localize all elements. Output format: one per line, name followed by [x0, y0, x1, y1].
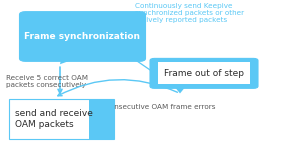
FancyBboxPatch shape	[9, 99, 114, 139]
Text: Frame out of step: Frame out of step	[164, 69, 244, 78]
FancyBboxPatch shape	[20, 12, 146, 61]
FancyBboxPatch shape	[150, 58, 258, 88]
Text: send and receive
OAM packets: send and receive OAM packets	[15, 109, 93, 129]
Text: Continuously send Keepive
synchronized packets or other
actively reported packet: Continuously send Keepive synchronized p…	[135, 3, 244, 23]
Polygon shape	[174, 86, 186, 93]
Text: Receive 5 correct OAM
packets consecutively: Receive 5 correct OAM packets consecutiv…	[6, 75, 88, 88]
FancyBboxPatch shape	[89, 99, 114, 139]
FancyBboxPatch shape	[158, 62, 250, 84]
Polygon shape	[60, 58, 76, 64]
Text: 3 consecutive OAM frame errors: 3 consecutive OAM frame errors	[99, 104, 215, 110]
Text: Frame synchronization: Frame synchronization	[25, 32, 140, 41]
